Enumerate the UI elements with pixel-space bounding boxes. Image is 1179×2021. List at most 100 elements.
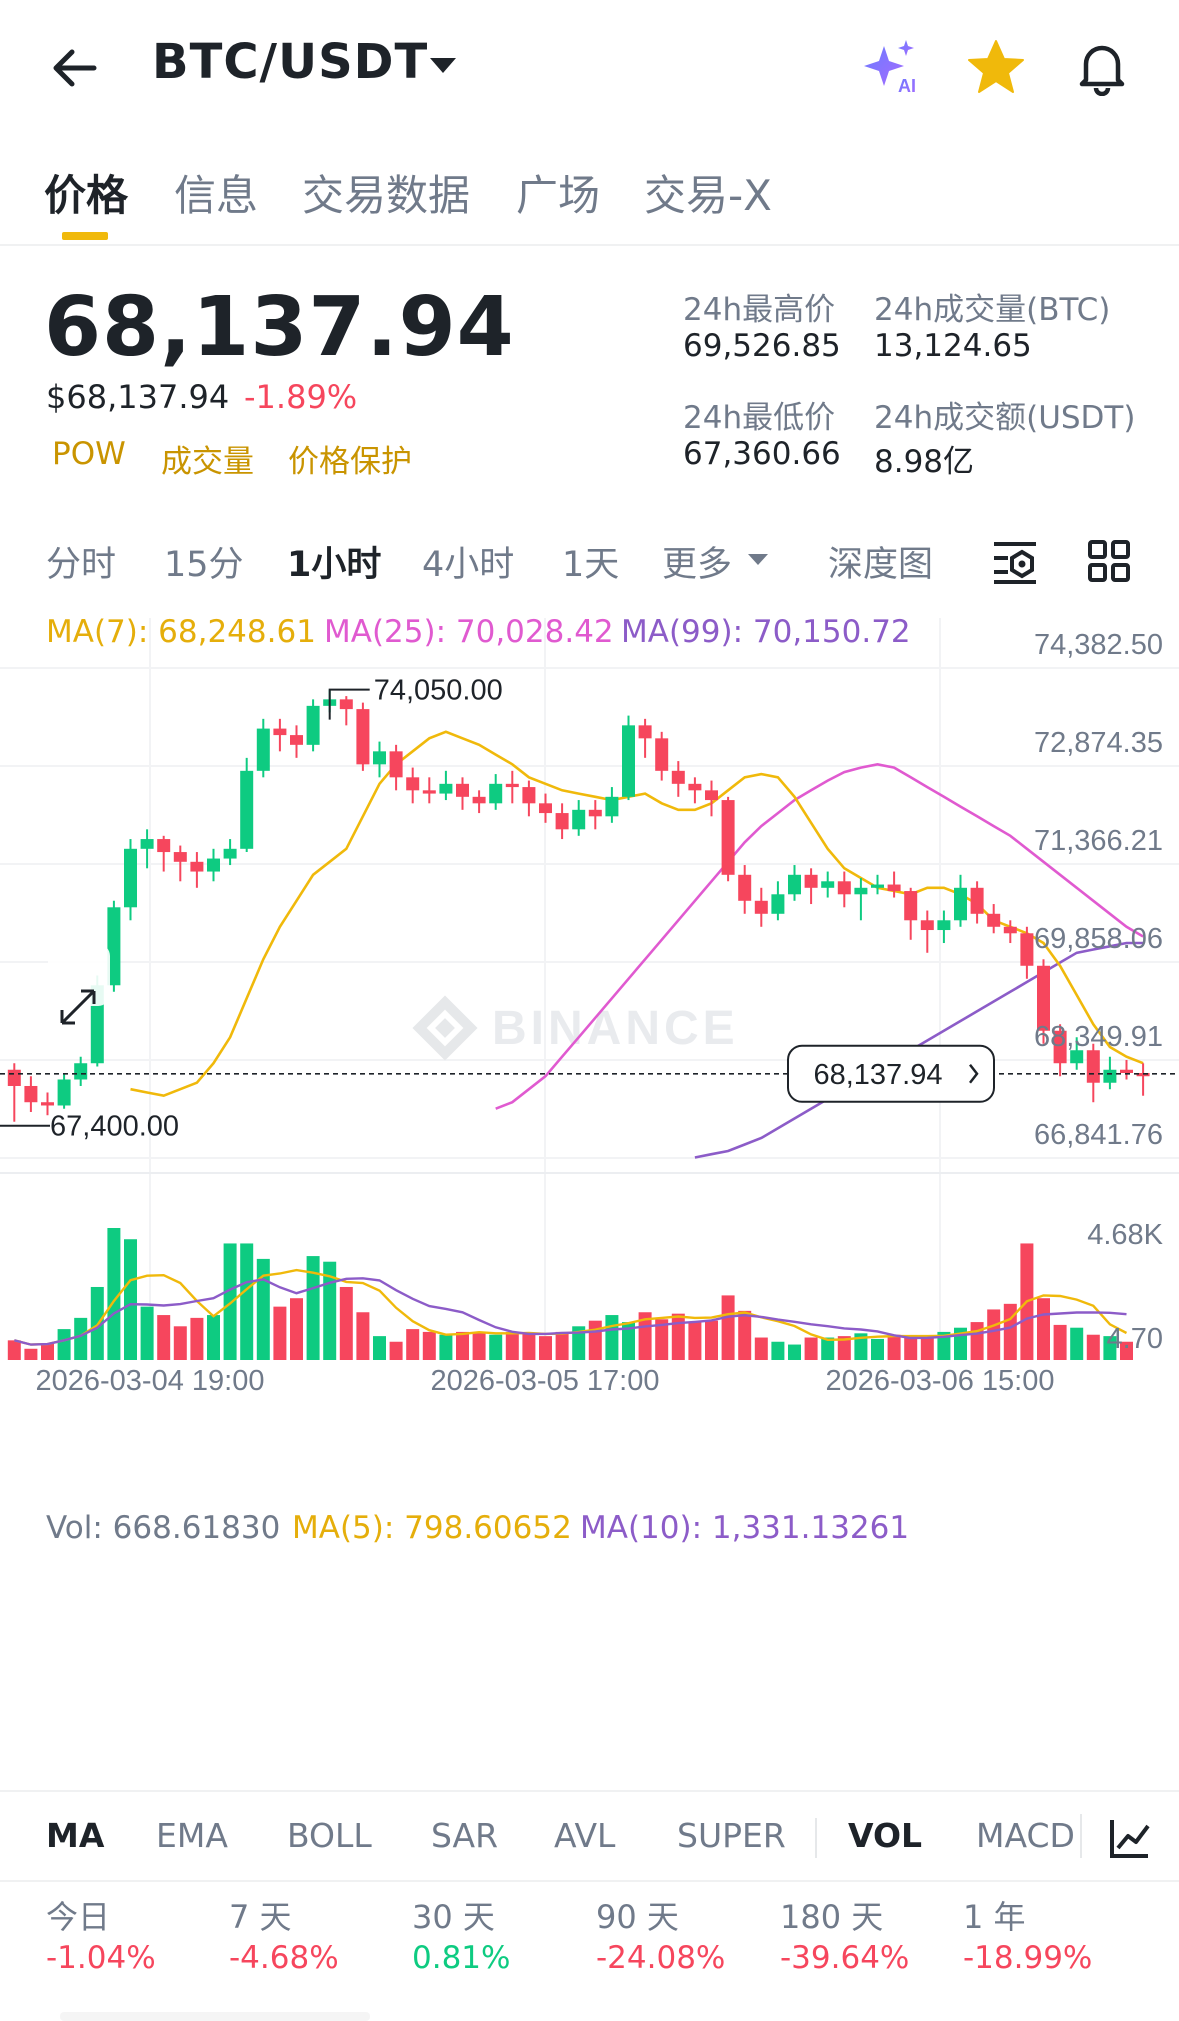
tag-pow[interactable]: POW [52,436,126,472]
volume-bar [41,1343,54,1360]
candle [671,770,685,784]
indicator-settings-icon[interactable] [1108,1816,1152,1860]
candle [588,809,602,817]
volume-bar [555,1331,569,1360]
tab-info[interactable]: 信息 [174,171,259,220]
binance-watermark: BINANCE [412,995,735,1061]
divider [0,244,1179,246]
volume-bar [173,1326,187,1360]
price-tick-label: 68,349.91 [1034,1021,1163,1053]
volume-bar [256,1258,270,1360]
grid-layout-icon[interactable] [1088,540,1130,582]
candle [406,777,420,791]
perf-label-1y: 1 年 [963,1898,1026,1936]
time-tick-label: 2026-03-05 17:00 [431,1365,660,1397]
divider [815,1818,817,1858]
indicator-macd[interactable]: MACD [976,1816,1075,1855]
volume-bar [1103,1336,1117,1360]
indicator-boll[interactable]: BOLL [287,1816,372,1855]
volume-bar [887,1334,901,1360]
candle [207,858,220,872]
tag-price-protection[interactable]: 价格保护 [288,444,412,480]
candle [1136,1072,1150,1077]
candle [705,790,718,801]
ma25-legend: MA(25): 70,028.42 [324,614,614,650]
candle [57,1079,71,1106]
price-tick-label: 72,874.35 [1034,727,1163,759]
volume-bar [987,1309,1001,1360]
trading-pair-title[interactable]: BTC/USDT [152,34,429,90]
tab-trade-x[interactable]: 交易-X [644,171,772,220]
candle [505,783,519,788]
candle [771,894,785,914]
ma7-legend: MA(7): 68,248.61 [46,614,316,650]
indicator-vol[interactable]: VOL [848,1816,923,1855]
volume-bar [854,1333,868,1360]
interval-4h[interactable]: 4小时 [422,545,515,585]
low-price-label: 67,400.00 [50,1111,179,1143]
volume-bar [223,1243,237,1360]
candle [373,751,386,765]
volume-bar [622,1322,635,1360]
interval-time-share[interactable]: 分时 [46,545,117,585]
time-tick-label: 2026-03-04 19:00 [36,1365,265,1397]
volume-bar [821,1337,835,1360]
tab-price[interactable]: 价格 [44,171,129,220]
time-axis: 2026-03-04 19:00 2026-03-05 17:00 2026-03-… [36,1365,1055,1397]
candle [937,920,951,931]
price-tick-label: 66,841.76 [1034,1119,1163,1151]
volume-bar [157,1315,171,1360]
high-24h-label: 24h最高价 [683,292,836,328]
indicator-ema[interactable]: EMA [156,1816,228,1855]
candle [904,891,918,921]
volume-bar [655,1319,669,1360]
candle [738,874,752,901]
perf-value-1y: -18.99% [963,1940,1093,1976]
chart-annotations: 74,050.00 67,400.00 68,137.94 [0,675,1179,1143]
volume-tick-label: 4.70 [1107,1323,1163,1355]
candle [140,839,154,849]
interval-1d[interactable]: 1天 [562,545,620,585]
volume-bar [505,1331,519,1360]
back-arrow-icon[interactable] [48,38,108,98]
candle [887,884,901,892]
candle [107,907,121,986]
tag-volume[interactable]: 成交量 [161,444,254,480]
candle [605,796,619,817]
star-icon[interactable] [966,38,1026,96]
candlestick-chart[interactable]: BINANCE 74,382.50 72,874.35 71,366.21 69,85… [0,598,1179,1523]
candle [837,881,851,895]
volume-bar [539,1336,552,1360]
caret-down-icon[interactable] [430,58,456,73]
volume-bar [190,1317,204,1360]
volume-bar [920,1336,934,1360]
candle [572,809,586,830]
bell-icon[interactable] [1072,36,1132,97]
depth-chart-tab[interactable]: 深度图 [828,545,934,585]
tab-trading-data[interactable]: 交易数据 [302,171,471,220]
chart-settings-icon[interactable] [992,538,1038,586]
volume-bar [871,1338,884,1360]
caret-down-icon[interactable] [748,554,768,565]
indicator-avl[interactable]: AVL [554,1816,616,1855]
high-24h-value: 69,526.85 [683,328,841,364]
indicator-ma[interactable]: MA [46,1816,105,1855]
candle [1053,1030,1067,1064]
volume-bar [456,1331,469,1360]
volume-bar [107,1228,121,1360]
interval-15m[interactable]: 15分 [164,545,244,585]
candle [1020,933,1034,966]
interval-1h[interactable]: 1小时 [287,545,382,585]
high-price-label: 74,050.00 [374,675,503,707]
ai-sparkle-icon[interactable]: AI [862,36,926,96]
candle [555,813,569,830]
candle [173,852,187,862]
candle [970,887,984,914]
interval-more[interactable]: 更多 [662,545,733,585]
candle [489,783,503,804]
volume-bar [323,1261,337,1360]
divider [0,1880,1179,1882]
indicator-sar[interactable]: SAR [431,1816,499,1855]
tab-square[interactable]: 广场 [516,171,601,220]
indicator-super[interactable]: SUPER [677,1816,786,1855]
